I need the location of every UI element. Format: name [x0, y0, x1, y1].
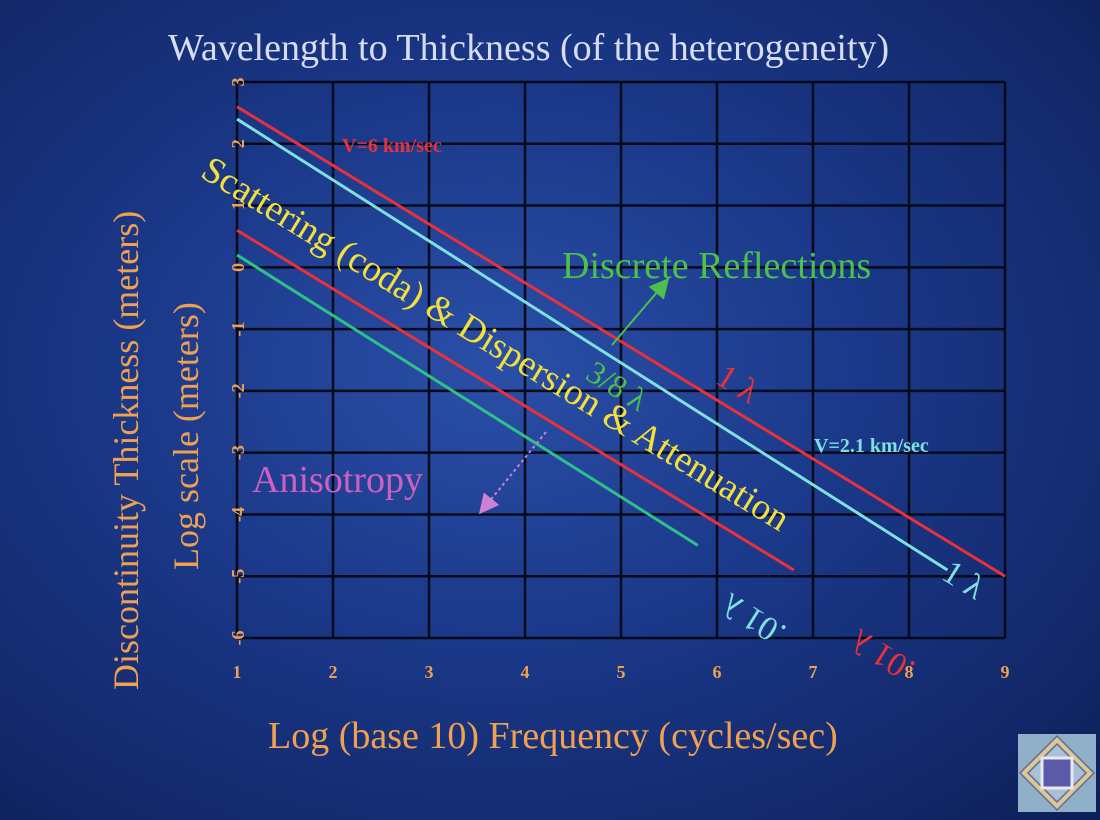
series-line	[236, 105, 1006, 578]
x-tick-label: 9	[1001, 662, 1010, 682]
y-tick-label: -1	[228, 322, 248, 337]
velocity-2-1-label: V=2.1 km/sec	[814, 435, 929, 457]
x-tick-label: 2	[329, 662, 338, 682]
discrete-reflections-label: Discrete Reflections	[562, 245, 871, 287]
velocity-6-label: V=6 km/sec	[342, 135, 442, 157]
y-tick-label: 1	[228, 201, 248, 210]
y-tick-label: -4	[228, 507, 248, 522]
y-tick-label: 3	[228, 78, 248, 87]
x-tick-label: 4	[521, 662, 530, 682]
tick-labels: 1 2 3 4 5 6 7 8 9 3 2 1 0 -1 -2 -3 -4 -5 -6	[228, 78, 1010, 683]
y-tick-label: -3	[228, 445, 248, 460]
point01-lambda-cyan-label: .01 λ	[715, 585, 792, 652]
y-tick-label: 2	[228, 139, 248, 148]
slide-nav-icon[interactable]	[1018, 734, 1096, 812]
series-lines	[236, 105, 1006, 578]
y-axis-label: Discontinuity Thickness (meters)	[106, 211, 146, 690]
discrete-reflections-arrow	[611, 277, 670, 346]
y-tick-label: -6	[228, 631, 248, 646]
x-tick-label: 8	[905, 662, 914, 682]
chart-title: Wavelength to Thickness (of the heteroge…	[168, 27, 889, 69]
y-tick-label: -5	[228, 569, 248, 584]
y-tick-label: 0	[228, 263, 248, 272]
y-axis-sublabel: Log scale (meters)	[166, 302, 206, 570]
x-tick-label: 7	[809, 662, 818, 682]
series-line	[236, 253, 699, 547]
x-tick-label: 5	[617, 662, 626, 682]
anisotropy-arrow	[478, 431, 547, 515]
x-tick-label: 3	[425, 662, 434, 682]
x-axis-label: Log (base 10) Frequency (cycles/sec)	[268, 715, 838, 757]
series-line	[236, 228, 795, 572]
grid	[235, 80, 1007, 640]
x-tick-label: 1	[233, 662, 242, 682]
series-line	[236, 117, 949, 572]
y-tick-label: -2	[228, 383, 248, 398]
x-tick-label: 6	[713, 662, 722, 682]
anisotropy-label: Anisotropy	[252, 459, 423, 501]
